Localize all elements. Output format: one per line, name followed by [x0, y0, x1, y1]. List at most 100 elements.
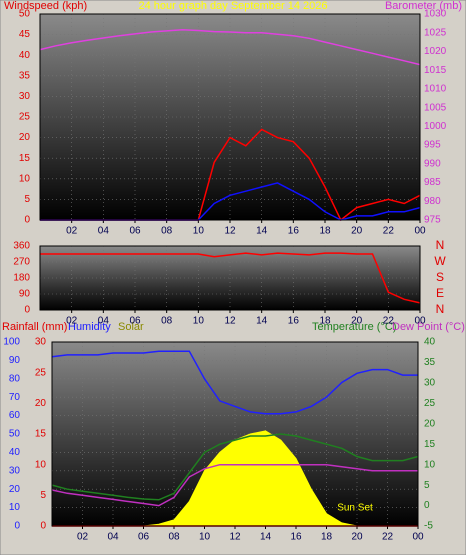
x-tick-label: 10: [199, 532, 211, 543]
x-tick-label: 14: [256, 316, 268, 327]
y-tick-label: 10: [9, 502, 21, 513]
y-tick-label: 40: [9, 447, 21, 458]
x-tick-label: 16: [290, 532, 302, 543]
y-tick-label: 270: [13, 257, 30, 268]
y-tick-label: 15: [424, 439, 436, 450]
y-tick-label: 0: [24, 305, 30, 316]
x-tick-label: 14: [260, 532, 272, 543]
x-tick-label: 02: [66, 226, 78, 237]
x-tick-label: 08: [161, 316, 173, 327]
y-tick-label: 0: [14, 521, 20, 532]
y-tick-label: 990: [424, 158, 441, 169]
y-tick-label: 70: [9, 392, 21, 403]
y-tick-label: 1030: [424, 9, 447, 20]
x-tick-label: 16: [288, 226, 300, 237]
line: [40, 252, 421, 304]
y-tick-label: 1010: [424, 84, 447, 95]
x-tick-label: 18: [319, 226, 331, 237]
y-tick-label: 980: [424, 196, 441, 207]
x-tick-label: 14: [256, 226, 268, 237]
y-tick-label: 5: [424, 480, 430, 491]
y-tick-label: 30: [35, 337, 47, 348]
x-tick-label: 00: [414, 316, 426, 327]
x-tick-label: 10: [193, 226, 205, 237]
x-tick-label: 10: [193, 316, 205, 327]
y-tick-label: 20: [424, 418, 436, 429]
x-tick-label: 04: [107, 532, 119, 543]
x-tick-label: 16: [288, 316, 300, 327]
x-tick-label: 12: [224, 226, 236, 237]
y-tick-label: 50: [19, 9, 31, 20]
legend-wind: Windspeed (kph): [4, 0, 87, 12]
y-tick-label: 0: [24, 215, 30, 226]
y-tick-label: 35: [19, 70, 31, 81]
x-tick-label: 12: [224, 316, 236, 327]
y-tick-label: 90: [9, 355, 21, 366]
x-tick-label: 22: [382, 532, 394, 543]
legend-rain: Rainfall (mm): [2, 321, 67, 333]
y-tick-label: 15: [19, 153, 31, 164]
y-tick-label: 80: [9, 373, 21, 384]
y-tick-label: 1000: [424, 121, 447, 132]
y-tick-label: -5: [424, 521, 433, 532]
y-tick-label: S: [436, 270, 444, 284]
annotation: Sun Set: [337, 503, 373, 514]
y-tick-label: 1005: [424, 102, 447, 113]
y-tick-label: E: [436, 286, 444, 300]
legend-barometer: Barometer (mb): [385, 0, 462, 12]
y-tick-label: 40: [424, 337, 436, 348]
x-tick-label: 20: [351, 532, 363, 543]
x-tick-label: 02: [66, 316, 78, 327]
y-tick-label: 1015: [424, 65, 447, 76]
x-tick-label: 12: [229, 532, 241, 543]
line: [51, 433, 419, 501]
y-tick-label: 0: [424, 500, 430, 511]
y-tick-label: 25: [35, 367, 47, 378]
chart-title: 24 hour graph day September 14 2026: [139, 0, 328, 12]
y-tick-label: 20: [19, 132, 31, 143]
y-tick-label: 25: [424, 398, 436, 409]
y-tick-label: 0: [40, 521, 46, 532]
y-tick-label: 10: [35, 459, 47, 470]
y-tick-label: 10: [19, 173, 31, 184]
y-tick-label: 20: [9, 484, 21, 495]
x-tick-label: 02: [77, 532, 89, 543]
y-tick-label: 35: [424, 357, 436, 368]
legend-temperature: Temperature (°C): [312, 321, 396, 333]
y-tick-label: 975: [424, 215, 441, 226]
plot-border: [51, 341, 419, 527]
y-tick-label: 40: [19, 50, 31, 61]
y-tick-label: 360: [13, 241, 30, 252]
x-tick-label: 20: [351, 226, 363, 237]
y-tick-label: 30: [19, 91, 31, 102]
y-tick-label: 45: [19, 29, 31, 40]
y-tick-label: 50: [9, 429, 21, 440]
x-tick-label: 20: [351, 316, 363, 327]
y-tick-label: 60: [9, 410, 21, 421]
x-tick-label: 06: [138, 532, 150, 543]
y-tick-label: 10: [424, 459, 436, 470]
y-tick-label: 30: [424, 378, 436, 389]
plot-border: [39, 245, 421, 311]
x-tick-label: 08: [161, 226, 173, 237]
x-tick-label: 06: [129, 226, 141, 237]
y-tick-label: 5: [24, 194, 30, 205]
y-tick-label: 5: [40, 490, 46, 501]
line: [51, 350, 418, 415]
x-tick-label: 22: [383, 226, 395, 237]
plot-border: [39, 13, 421, 221]
x-tick-label: 06: [129, 316, 141, 327]
x-tick-label: 04: [98, 316, 110, 327]
y-tick-label: N: [436, 302, 445, 316]
x-tick-label: 00: [414, 226, 426, 237]
x-tick-label: 22: [383, 316, 395, 327]
y-tick-label: 90: [19, 289, 31, 300]
x-tick-label: 04: [98, 226, 110, 237]
x-tick-label: 18: [319, 316, 331, 327]
y-tick-label: 30: [9, 465, 21, 476]
legend-humidity: Humidity: [68, 321, 111, 333]
x-tick-label: 00: [412, 532, 424, 543]
x-tick-label: 08: [168, 532, 180, 543]
y-tick-label: W: [434, 254, 446, 268]
